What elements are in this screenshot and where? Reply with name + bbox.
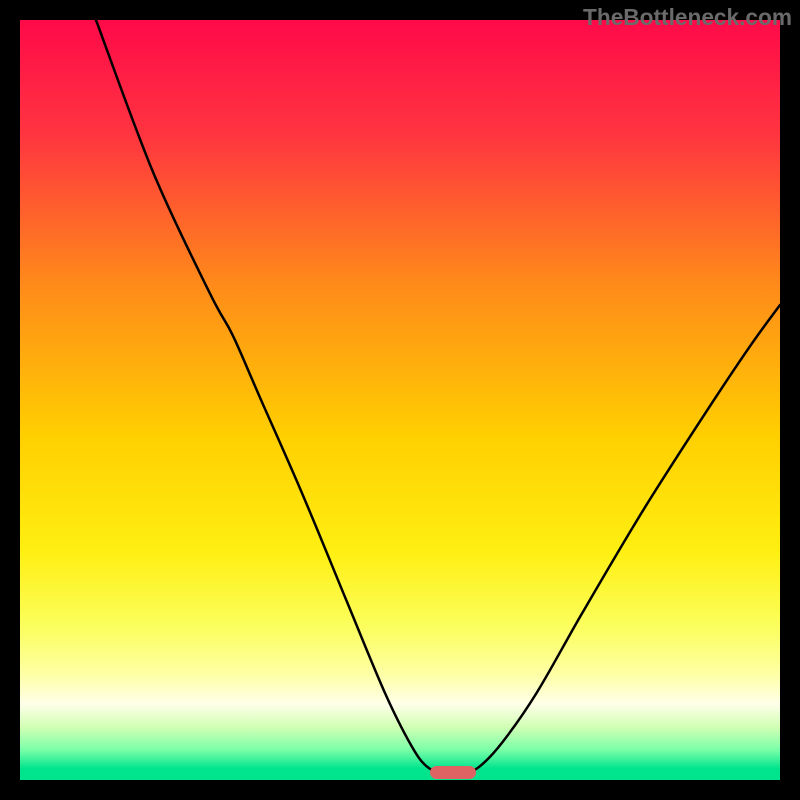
watermark-text: TheBottleneck.com <box>583 4 792 31</box>
plot-area <box>20 20 780 780</box>
chart-container: TheBottleneck.com <box>0 0 800 800</box>
bottleneck-curve <box>20 20 780 780</box>
optimal-marker <box>430 766 476 780</box>
curve-path <box>96 20 780 773</box>
